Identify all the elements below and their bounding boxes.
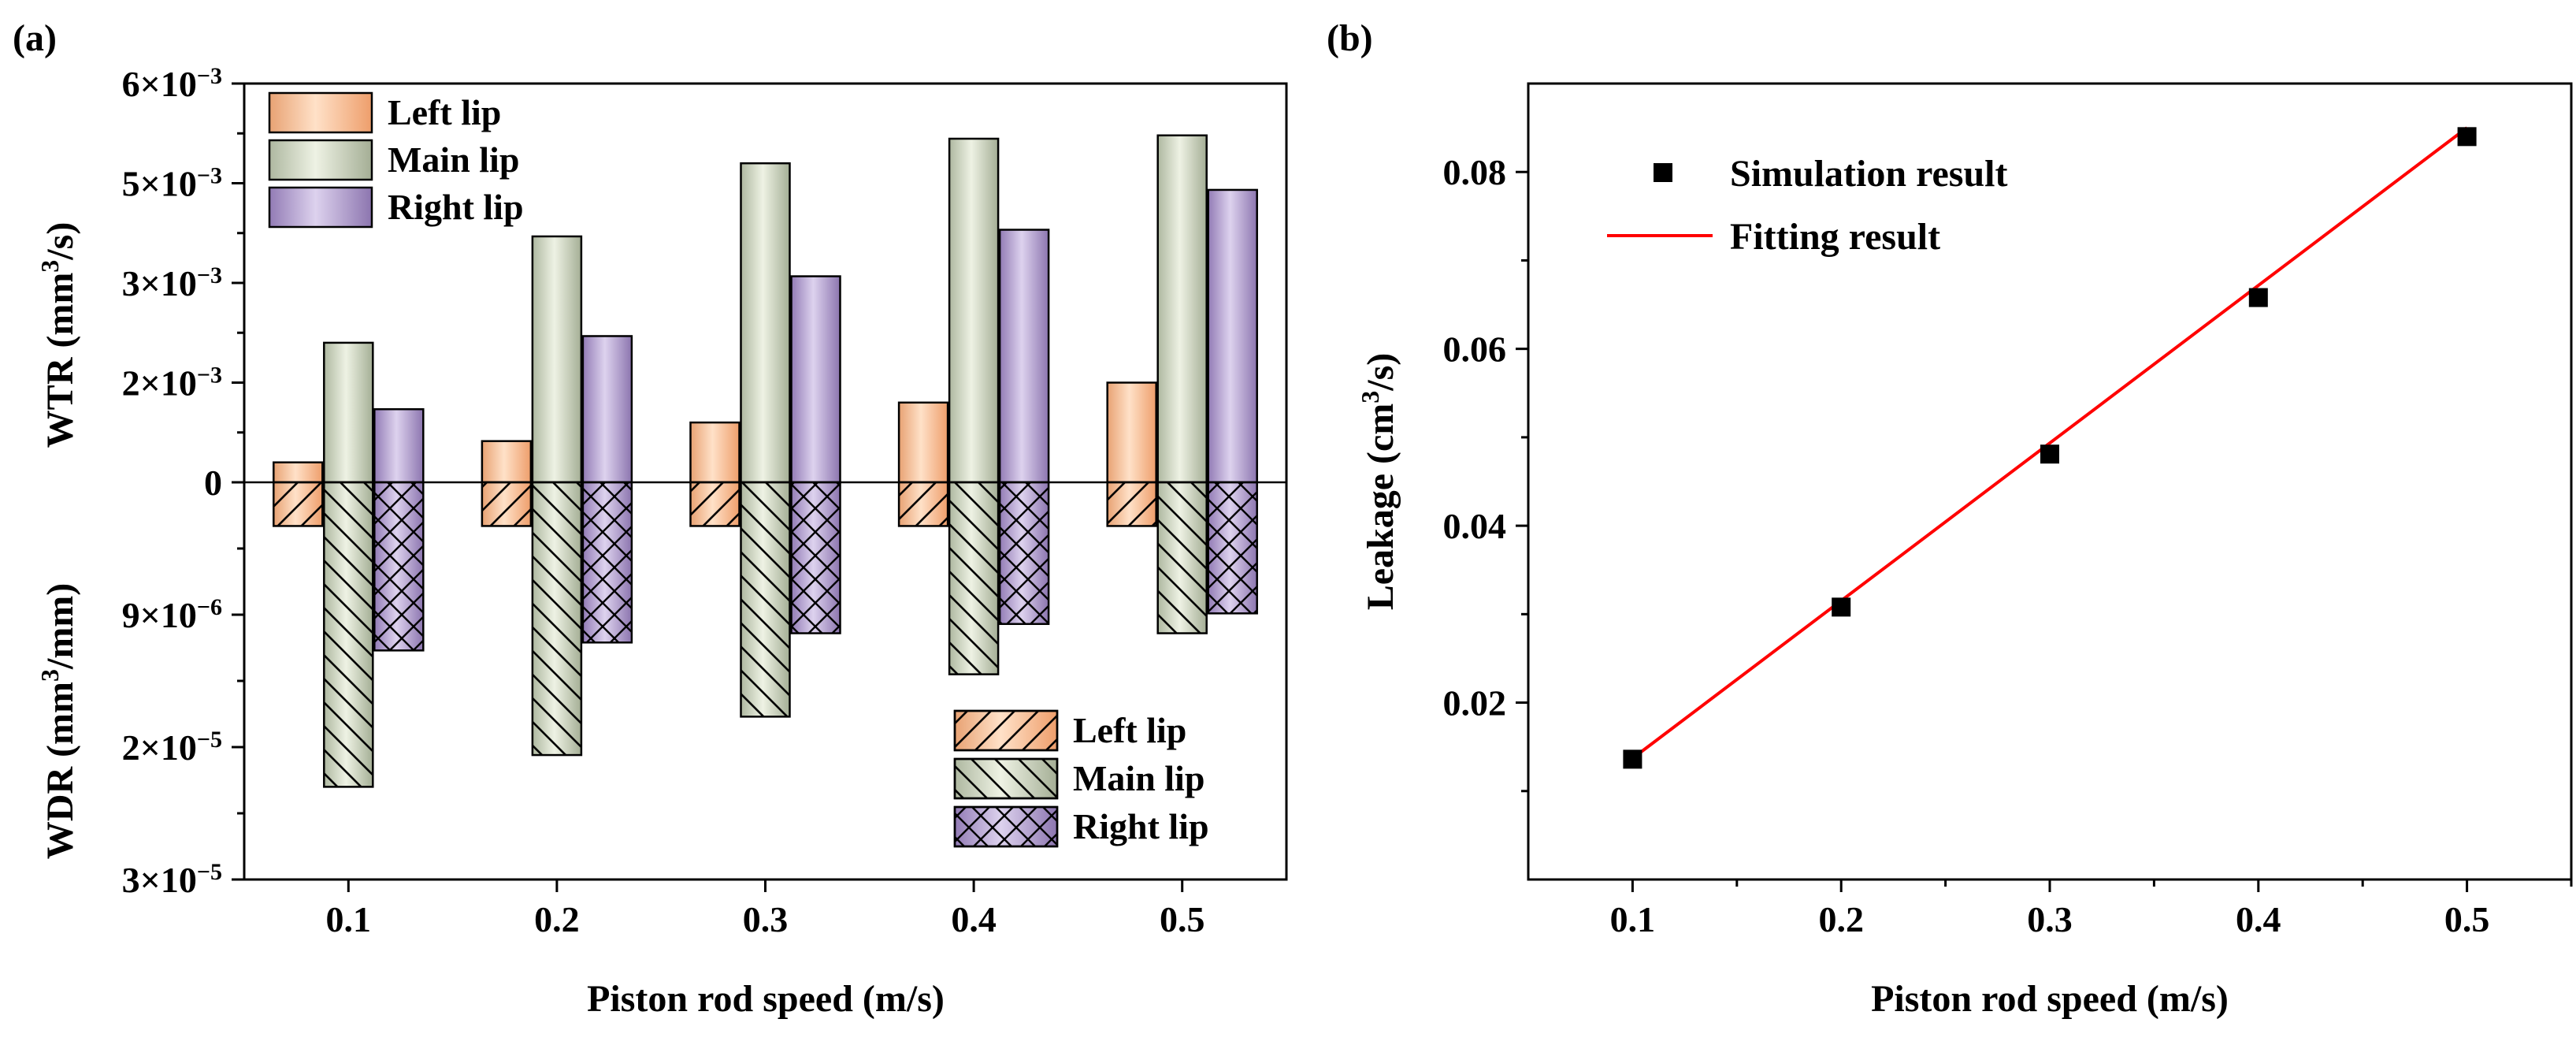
wtr-bar-right-lip-0.4: [998, 229, 1050, 484]
wtr-tick-label: 2×10−3: [122, 362, 222, 403]
legend-swatch-right-lip: [268, 186, 373, 229]
legend-label-right-lip: Right lip: [388, 187, 524, 227]
x-tick-label: 0.2: [534, 899, 580, 939]
legend-label-main-lip: Main lip: [388, 139, 519, 180]
legend-hatch-main-lip: [953, 757, 1059, 800]
simulation-point: [2040, 444, 2059, 464]
wdr-bar-hatch-right-lip-0.5: [1207, 481, 1258, 615]
wtr-bar-right-lip-0.5: [1207, 188, 1258, 484]
wdr-bar-hatch-left-lip-0.4: [897, 481, 949, 527]
wtr-tick-label: 0: [204, 463, 222, 503]
panel-a-y-ticks: 0 2×10−3 3×10−3 5×10−3 6×10−3 9×10−6 2×10−5 3×1…: [122, 63, 244, 901]
wtr-bar-main-lip-0.5: [1156, 134, 1208, 484]
wtr-bar-left-lip-0.3: [689, 421, 741, 484]
wdr-bar-hatch-right-lip-0.3: [790, 481, 841, 634]
legend-label-simulation: Simulation result: [1730, 153, 2008, 195]
panel-b-label: (b): [1327, 17, 1373, 59]
wdr-bar-hatch-main-lip-0.2: [531, 481, 583, 757]
panel-a-bars: [273, 134, 1258, 788]
wdr-bar-hatch-main-lip-0.5: [1156, 481, 1208, 634]
legend-hatch-right-lip: [953, 805, 1059, 848]
y-tick-label: 0.06: [1443, 329, 1507, 370]
panel-a-legend-lower: Left lip Main lip Right lip: [953, 709, 1209, 848]
panel-b-y-axis-label: Leakage (cm3/s): [1356, 353, 1401, 611]
x-tick-label: 0.3: [743, 899, 789, 939]
wdr-bar-hatch-right-lip-0.4: [998, 481, 1050, 626]
wdr-bar-hatch-main-lip-0.1: [323, 481, 374, 788]
panel-b-frame: [1527, 82, 2573, 881]
wtr-bar-right-lip-0.2: [581, 335, 633, 484]
wdr-bar-hatch-right-lip-0.2: [581, 481, 633, 644]
wdr-bar-hatch-main-lip-0.3: [740, 481, 791, 718]
panel-b-x-ticks: 0.1 0.2 0.3 0.4 0.5: [1610, 880, 2573, 939]
simulation-point: [2457, 127, 2477, 147]
wtr-bar-main-lip-0.3: [740, 162, 791, 484]
panel-b-plot: [1623, 126, 2477, 769]
wdr-bar-hatch-left-lip-0.1: [273, 481, 324, 527]
wdr-bar-hatch-left-lip-0.2: [481, 481, 533, 527]
wtr-bar-left-lip-0.2: [481, 440, 533, 484]
wtr-tick-label: 3×10−3: [122, 262, 222, 304]
wdr-tick-label: 3×10−5: [122, 859, 222, 901]
panel-b-y-ticks: 0.02 0.04 0.06 0.08: [1443, 152, 1528, 793]
legend-swatch-main-lip: [268, 139, 373, 181]
panel-a-x-ticks: 0.1 0.2 0.3 0.4 0.5: [326, 880, 1205, 939]
legend-label-right-lip-lower: Right lip: [1073, 806, 1209, 846]
x-tick-label: 0.2: [1818, 899, 1864, 939]
wtr-bar-right-lip-0.3: [790, 275, 841, 484]
legend-swatch-left-lip: [268, 91, 373, 134]
wtr-bar-main-lip-0.4: [948, 137, 1000, 484]
panel-b-legend: Simulation result Fitting result: [1607, 153, 2008, 258]
panel-a-x-axis-label: Piston rod speed (m/s): [587, 978, 945, 1020]
simulation-point: [1832, 597, 1851, 617]
wdr-bar-hatch-left-lip-0.3: [689, 481, 741, 527]
legend-label-left-lip: Left lip: [388, 92, 501, 132]
simulation-point: [1623, 749, 1642, 769]
x-tick-label: 0.4: [951, 899, 997, 939]
x-tick-label: 0.4: [2236, 899, 2281, 939]
y-tick-label: 0.04: [1443, 506, 1507, 546]
legend-label-fitting: Fitting result: [1730, 216, 1940, 258]
wtr-bar-main-lip-0.1: [323, 341, 374, 484]
legend-hatch-left-lip: [953, 709, 1059, 752]
x-tick-label: 0.1: [1610, 899, 1656, 939]
panel-a-wtr-axis-label: WTR (mm3/s): [35, 222, 81, 448]
panel-a-wdr-axis-label: WDR (mm3/mm): [35, 583, 81, 860]
legend-marker-simulation: [1654, 163, 1672, 182]
x-tick-label: 0.1: [326, 899, 372, 939]
wtr-bar-right-lip-0.1: [373, 407, 425, 484]
fitting-line: [1631, 126, 2468, 760]
panel-a-legend-upper: Left lip Main lip Right lip: [268, 91, 524, 229]
wdr-tick-label: 2×10−5: [122, 727, 222, 768]
legend-label-main-lip-lower: Main lip: [1073, 758, 1204, 798]
y-tick-label: 0.08: [1443, 152, 1507, 192]
wtr-tick-label: 5×10−3: [122, 162, 222, 204]
wdr-tick-label: 9×10−6: [122, 594, 222, 636]
wdr-bar-hatch-right-lip-0.1: [373, 481, 425, 652]
wtr-bar-left-lip-0.1: [273, 461, 324, 484]
wdr-bar-hatch-main-lip-0.4: [948, 481, 1000, 675]
x-tick-label: 0.3: [2027, 899, 2073, 939]
wtr-bar-left-lip-0.4: [897, 401, 949, 484]
panel-b-x-axis-label: Piston rod speed (m/s): [1871, 978, 2229, 1020]
panel-a: (a) 0 2×10−3 3×10−3 5×10−3 6×10−3 9×10−6 2×10−…: [13, 17, 1288, 1020]
wdr-bar-hatch-left-lip-0.5: [1106, 481, 1157, 527]
x-tick-label: 0.5: [2444, 899, 2490, 939]
wtr-bar-main-lip-0.2: [531, 235, 583, 484]
panel-b: (b) 0.02 0.04 0.06 0.08 0.1 0.2 0.3 0.4 0.5 Lea…: [1327, 17, 2573, 1020]
legend-label-left-lip-lower: Left lip: [1073, 710, 1186, 750]
wtr-tick-label: 6×10−3: [122, 63, 222, 105]
wtr-bar-left-lip-0.5: [1106, 381, 1157, 484]
y-tick-label: 0.02: [1443, 683, 1507, 723]
panel-a-label: (a): [13, 17, 57, 59]
x-tick-label: 0.5: [1160, 899, 1205, 939]
simulation-point: [2248, 288, 2268, 307]
